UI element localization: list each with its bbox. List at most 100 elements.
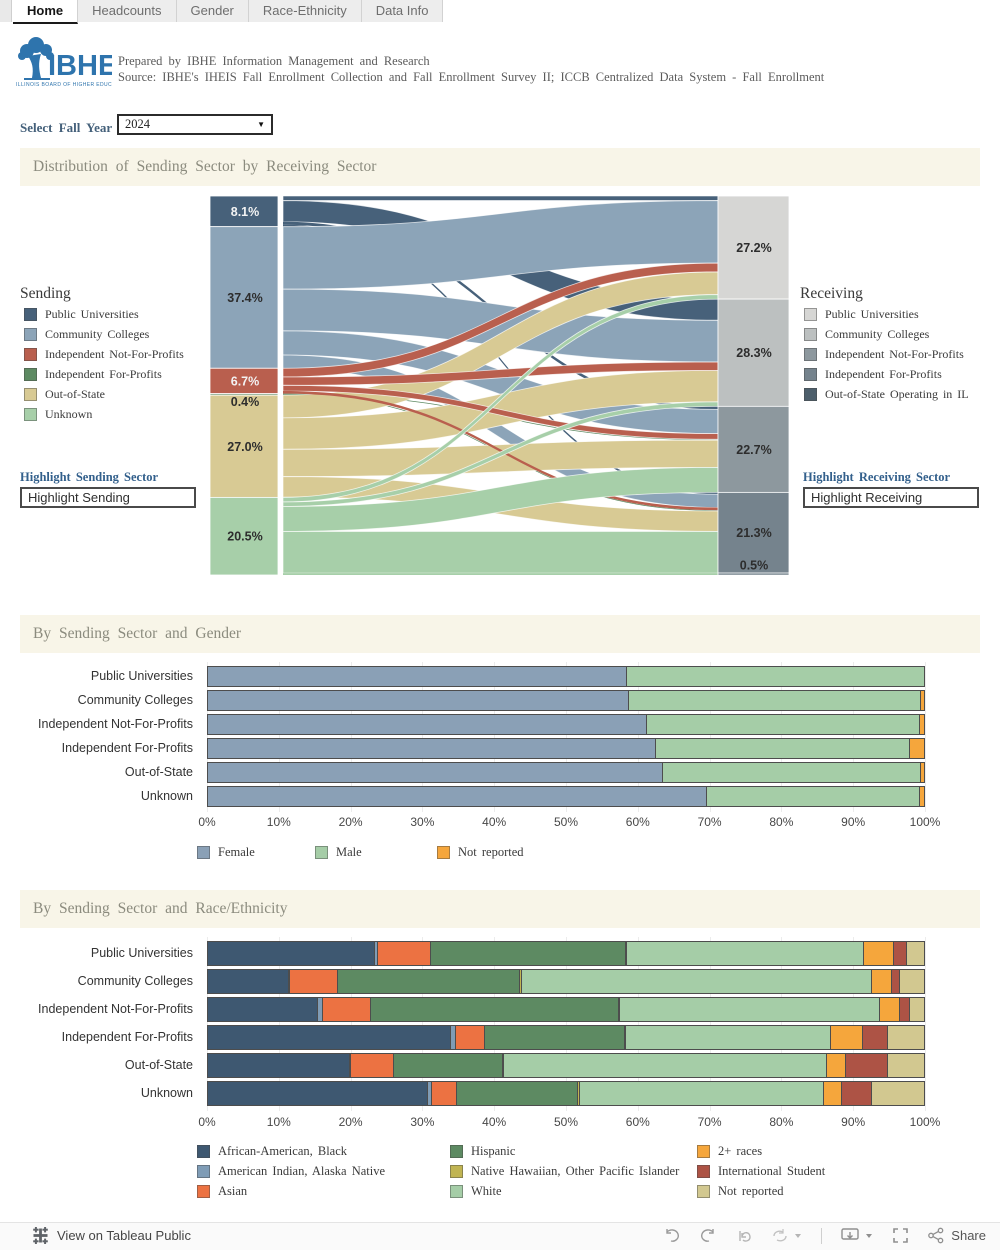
segment-american-indian-alaska-native-out-of-state[interactable] [349, 1054, 352, 1077]
legend-item-public-universities[interactable]: Public Universities [804, 304, 969, 324]
legend-item-asian[interactable]: Asian [197, 1181, 247, 1201]
legend-chip-hispanic[interactable] [450, 1144, 463, 1158]
legend-chip-community-colleges[interactable] [804, 327, 817, 341]
legend-chip-international-student[interactable] [697, 1164, 710, 1178]
segment-international-student-community-colleges[interactable] [891, 970, 900, 993]
legend-chip-native-hawaiian-other-pacific-islander[interactable] [450, 1164, 463, 1178]
sankey-flow-public-universities-to-public-universities[interactable] [282, 195, 719, 201]
segment-male-out-of-state[interactable] [663, 763, 922, 782]
sankey-flow-independent-not-for-profits-to-independent-for-profits[interactable] [283, 390, 718, 511]
legend-chip-african-american-black[interactable] [197, 1144, 210, 1158]
segment-international-student-independent-for-profits[interactable] [863, 1026, 889, 1049]
segment-hispanic-unknown[interactable] [457, 1082, 579, 1105]
sankey-node-sending-out-of-state[interactable] [210, 394, 279, 498]
sankey-node-sending-community-colleges[interactable] [210, 226, 279, 369]
segment-asian-independent-for-profits[interactable] [456, 1026, 485, 1049]
legend-chip-public-universities[interactable] [804, 307, 817, 321]
segment-not-reported-independent-not-for-profits[interactable] [910, 998, 925, 1021]
legend-item-hispanic[interactable]: Hispanic [450, 1141, 515, 1161]
tab-headcounts[interactable]: Headcounts [78, 0, 177, 22]
tab-race-ethnicity[interactable]: Race-Ethnicity [248, 0, 362, 22]
segment-international-student-out-of-state[interactable] [845, 1054, 889, 1077]
segment-2-races-community-colleges[interactable] [872, 970, 892, 993]
segment-male-independent-for-profits[interactable] [655, 739, 911, 758]
fall-year-dropdown[interactable]: 2024 ▼ [117, 114, 273, 135]
segment-asian-community-colleges[interactable] [290, 970, 339, 993]
legend-item-independent-for-profits[interactable]: Independent For-Profits [804, 364, 969, 384]
segment-african-american-black-independent-for-profits[interactable] [208, 1026, 451, 1049]
segment-not-reported-community-colleges[interactable] [921, 691, 924, 710]
legend-item-independent-not-for-profits[interactable]: Independent Not-For-Profits [804, 344, 969, 364]
legend-chip-female[interactable] [197, 845, 210, 859]
segment-white-independent-not-for-profits[interactable] [619, 998, 881, 1021]
segment-not-reported-unknown[interactable] [919, 787, 924, 806]
segment-female-unknown[interactable] [208, 787, 708, 806]
legend-chip-male[interactable] [315, 845, 328, 859]
segment-white-out-of-state[interactable] [504, 1054, 827, 1077]
legend-item-public-universities[interactable]: Public Universities [24, 304, 184, 324]
legend-chip-public-universities[interactable] [24, 307, 37, 321]
segment-female-public-universities[interactable] [208, 667, 627, 686]
legend-chip-independent-not-for-profits[interactable] [24, 347, 37, 361]
segment-not-reported-out-of-state[interactable] [888, 1054, 924, 1077]
highlight-receiving-input[interactable] [805, 490, 991, 505]
segment-native-hawaiian-other-pacific-islander-independent-for-profits[interactable] [625, 1026, 627, 1049]
sankey-flow-unknown-to-out-of-state-operating-in-il[interactable] [283, 573, 718, 575]
sankey-node-receiving-independent-for-profits[interactable] [717, 491, 790, 574]
legend-item-white[interactable]: White [450, 1181, 502, 1201]
segment-female-out-of-state[interactable] [208, 763, 664, 782]
legend-chip-out-of-state-operating-in-il[interactable] [804, 387, 817, 401]
segment-2-races-independent-not-for-profits[interactable] [880, 998, 901, 1021]
legend-item-african-american-black[interactable]: African-American, Black [197, 1141, 347, 1161]
legend-chip-american-indian-alaska-native[interactable] [197, 1164, 210, 1178]
fullscreen-button[interactable] [892, 1227, 909, 1244]
sankey-node-receiving-out-of-state-operating-in-il[interactable] [717, 572, 790, 576]
legend-chip-independent-for-profits[interactable] [804, 367, 817, 381]
segment-female-community-colleges[interactable] [208, 691, 629, 710]
legend-item-out-of-state[interactable]: Out-of-State [24, 384, 184, 404]
legend-chip-2-races[interactable] [697, 1144, 710, 1158]
segment-african-american-black-unknown[interactable] [208, 1082, 428, 1105]
segment-not-reported-independent-for-profits[interactable] [888, 1026, 924, 1049]
segment-white-community-colleges[interactable] [521, 970, 873, 993]
legend-item-international-student[interactable]: International Student [697, 1161, 825, 1181]
segment-native-hawaiian-other-pacific-islander-public-universities[interactable] [625, 942, 627, 965]
download-button[interactable] [840, 1227, 874, 1244]
legend-item-not-reported[interactable]: Not reported [437, 842, 524, 862]
segment-white-independent-for-profits[interactable] [626, 1026, 831, 1049]
segment-american-indian-alaska-native-public-universities[interactable] [375, 942, 378, 965]
segment-hispanic-independent-not-for-profits[interactable] [371, 998, 619, 1021]
segment-not-reported-independent-for-profits[interactable] [910, 739, 924, 758]
segment-hispanic-public-universities[interactable] [430, 942, 626, 965]
segment-2-races-unknown[interactable] [824, 1082, 843, 1105]
legend-item-not-reported[interactable]: Not reported [697, 1181, 784, 1201]
legend-chip-white[interactable] [450, 1184, 463, 1198]
refresh-button[interactable] [771, 1228, 803, 1244]
segment-native-hawaiian-other-pacific-islander-community-colleges[interactable] [520, 970, 522, 993]
segment-not-reported-independent-not-for-profits[interactable] [920, 715, 924, 734]
tab-home[interactable]: Home [13, 0, 79, 24]
segment-not-reported-out-of-state[interactable] [921, 763, 924, 782]
segment-female-independent-for-profits[interactable] [208, 739, 656, 758]
legend-item-community-colleges[interactable]: Community Colleges [24, 324, 184, 344]
legend-item-male[interactable]: Male [315, 842, 362, 862]
segment-american-indian-alaska-native-unknown[interactable] [427, 1082, 433, 1105]
segment-white-unknown[interactable] [580, 1082, 825, 1105]
legend-item-community-colleges[interactable]: Community Colleges [804, 324, 969, 344]
segment-american-indian-alaska-native-independent-not-for-profits[interactable] [318, 998, 323, 1021]
legend-item-out-of-state-operating-in-il[interactable]: Out-of-State Operating in IL [804, 384, 969, 404]
legend-item-american-indian-alaska-native[interactable]: American Indian, Alaska Native [197, 1161, 385, 1181]
segment-2-races-independent-for-profits[interactable] [830, 1026, 864, 1049]
tab-gender[interactable]: Gender [176, 0, 249, 22]
segment-native-hawaiian-other-pacific-islander-out-of-state[interactable] [502, 1054, 505, 1077]
segment-native-hawaiian-other-pacific-islander-independent-not-for-profits[interactable] [618, 998, 620, 1021]
segment-african-american-black-public-universities[interactable] [208, 942, 376, 965]
view-on-tableau-public-link[interactable]: View on Tableau Public [32, 1227, 191, 1244]
legend-chip-asian[interactable] [197, 1184, 210, 1198]
segment-hispanic-independent-for-profits[interactable] [484, 1026, 626, 1049]
segment-african-american-black-out-of-state[interactable] [208, 1054, 350, 1077]
legend-item-independent-for-profits[interactable]: Independent For-Profits [24, 364, 184, 384]
segment-male-unknown[interactable] [707, 787, 920, 806]
sankey-flow-public-universities-to-independent-for-profits[interactable] [283, 224, 718, 495]
segment-hispanic-out-of-state[interactable] [394, 1054, 503, 1077]
